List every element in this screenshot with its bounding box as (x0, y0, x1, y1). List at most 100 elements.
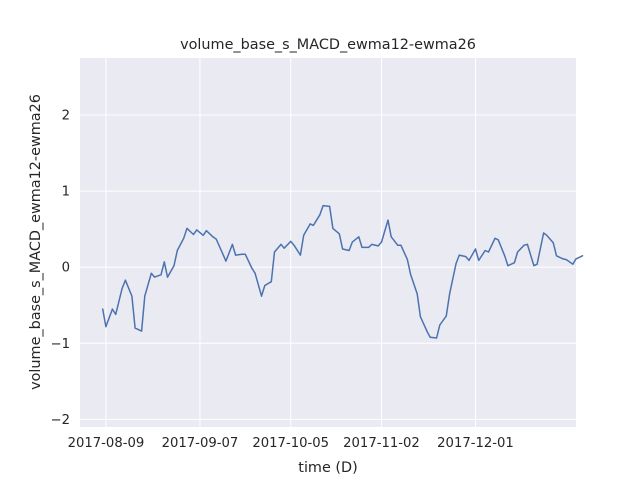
data-point (338, 233, 340, 235)
data-point (426, 330, 428, 332)
data-point (484, 249, 486, 252)
data-point (367, 246, 370, 248)
series-line (101, 204, 584, 339)
data-point (348, 249, 350, 252)
data-point (507, 265, 509, 267)
data-point (319, 214, 321, 216)
data-point (293, 244, 295, 246)
data-point (458, 254, 460, 256)
x-tick-label: 2017-11-02 (343, 436, 420, 451)
data-point (264, 284, 266, 287)
data-point (166, 276, 169, 278)
data-point (390, 236, 392, 238)
data-point (215, 238, 217, 240)
data-point (251, 267, 253, 269)
series-points (102, 205, 584, 339)
data-point (212, 236, 214, 238)
data-point (377, 245, 379, 247)
y-tick-label: 1 (62, 185, 70, 200)
data-point (260, 295, 263, 297)
data-point (429, 336, 431, 338)
data-point (124, 279, 126, 281)
data-point (478, 259, 480, 261)
plot-background (80, 58, 576, 427)
data-point (552, 242, 554, 244)
data-point (555, 255, 558, 257)
data-point (196, 229, 198, 231)
data-point (160, 274, 162, 276)
data-point (131, 295, 133, 297)
data-point (309, 223, 311, 225)
data-point (342, 248, 344, 250)
data-point (299, 254, 301, 256)
x-axis-label: time (D) (298, 460, 357, 476)
data-point (406, 259, 408, 261)
data-point (546, 234, 548, 236)
data-point (536, 263, 538, 265)
x-tick-label: 2017-12-01 (437, 436, 514, 451)
data-point (332, 227, 334, 229)
y-tick-label: 0 (62, 261, 70, 276)
data-point (513, 262, 516, 264)
data-point (163, 261, 165, 263)
data-point (322, 205, 324, 207)
data-point (504, 255, 506, 257)
data-point (192, 233, 195, 236)
data-point (183, 237, 185, 239)
data-point (134, 327, 136, 329)
data-point (270, 281, 272, 283)
data-point (283, 247, 285, 249)
data-point (144, 295, 146, 297)
data-point (474, 248, 477, 250)
data-point (290, 240, 292, 242)
data-point (468, 259, 470, 261)
data-point (186, 227, 188, 229)
data-point (154, 276, 156, 278)
data-point (202, 234, 204, 236)
y-tick-labels: −2 −1 0 1 2 (51, 109, 70, 428)
data-point (351, 241, 353, 243)
chart-title: volume_base_s_MACD_ewma12-ewma26 (180, 37, 476, 53)
data-point (225, 260, 227, 262)
data-point (455, 262, 457, 264)
data-point (400, 244, 402, 246)
data-point (361, 246, 363, 248)
data-point (416, 293, 418, 295)
data-point (565, 259, 567, 261)
x-tick-label: 2017-10-05 (252, 436, 329, 451)
data-point (465, 256, 467, 258)
data-point (449, 293, 451, 295)
data-point (562, 258, 564, 260)
data-point (205, 230, 207, 232)
data-point (387, 219, 389, 221)
data-point (419, 316, 421, 318)
x-tick-label: 2017-09-07 (162, 436, 239, 451)
data-point (102, 308, 104, 310)
data-point (173, 265, 175, 267)
data-point (121, 287, 123, 290)
data-point (487, 251, 490, 253)
data-point (111, 308, 113, 310)
data-point (533, 265, 535, 267)
data-point (439, 324, 441, 326)
data-point (517, 251, 519, 253)
data-point (497, 239, 499, 241)
data-point (380, 241, 383, 243)
data-point (222, 252, 224, 255)
data-point (329, 205, 331, 207)
data-point (358, 236, 360, 238)
data-point (241, 253, 243, 255)
y-tick-label: −1 (51, 337, 70, 352)
data-point (410, 274, 412, 276)
data-point (526, 243, 529, 245)
data-point (105, 326, 107, 328)
data-point (581, 255, 584, 257)
data-point (141, 330, 143, 332)
data-point (494, 237, 496, 239)
data-point (397, 244, 399, 246)
data-point (445, 315, 447, 317)
y-axis-label: volume_base_s_MACD_ewma12-ewma26 (28, 94, 44, 390)
data-point (572, 263, 574, 265)
x-tick-label: 2017-08-09 (68, 436, 145, 451)
